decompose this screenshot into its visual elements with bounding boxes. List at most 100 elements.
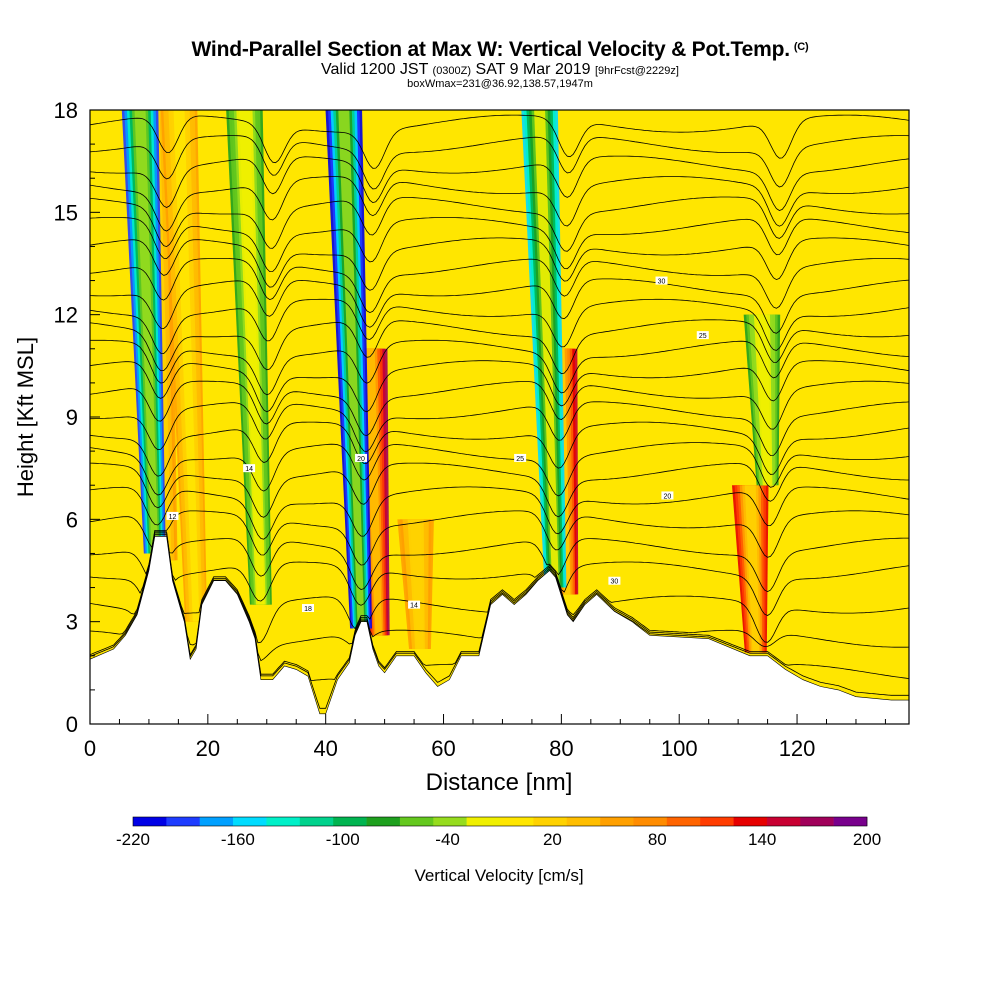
theta-contour [90,217,909,273]
colorbar-swatch [500,817,534,826]
theta-label-text: 20 [664,493,672,500]
colorbar-swatch [600,817,634,826]
theta-label-text: 30 [610,579,618,586]
colorbar-swatch [800,817,834,826]
copyright-mark: (C) [793,41,809,53]
colorbar-swatch [299,817,334,826]
y-tick-label: 9 [66,405,78,430]
x-tick-label: 0 [84,736,96,761]
colorbar-swatch [566,817,601,826]
colorbar-swatch [266,817,301,826]
theta-label: 25 [696,331,709,340]
colorbar-tick-label: -220 [116,830,150,849]
theta-contour [90,510,909,566]
subtitle-date: SAT 9 Mar 2019 [475,61,591,78]
colorbar-tick-label: -100 [326,830,360,849]
theta-contour [90,319,909,375]
colorbar-swatch [766,817,801,826]
colorbar-swatch [633,817,668,826]
theta-label-bg [302,604,315,613]
theta-label-bg [661,491,674,500]
chart-title-text: Wind-Parallel Section at Max W: Vertical… [191,38,791,61]
colorbar-label: Vertical Velocity [cm/s] [414,866,583,885]
theta-label-bg [408,600,421,609]
theta-label: 20 [355,453,368,463]
theta-contour [90,278,909,334]
y-tick-label: 6 [66,507,78,532]
theta-label-bg [655,276,668,285]
colorbar-swatch [166,817,201,826]
theta-contour [90,258,909,314]
theta-label-text: 14 [245,466,253,473]
theta-label-text: 18 [304,606,312,613]
updraft-core [363,348,383,636]
x-tick-label: 60 [431,736,455,761]
theta-label-text: 14 [410,603,418,610]
y-axis: 0 3 6 9 12 15 18 [54,98,100,737]
y-tick-label: 15 [54,200,78,225]
colorbar-swatch [666,817,701,826]
chart-title: Wind-Parallel Section at Max W: Vertical… [0,38,1000,62]
colorbar-swatch [333,817,367,826]
theta-label: 18 [302,604,315,613]
theta-label-text: 20 [357,456,365,463]
theta-contour [90,155,909,211]
theta-contour [90,532,909,616]
theta-label-bg [696,331,709,340]
y-tick-label: 12 [54,303,78,328]
colorbar-frame [132,816,868,827]
colorbar-swatch [700,817,734,826]
downdraft-core [238,110,265,605]
theta-contour [90,531,909,593]
theta-contour [90,486,909,540]
theta-label-bg [355,453,368,462]
colorbar-swatch [366,817,401,826]
colorbar-swatch [233,817,267,826]
theta-label: 25 [514,453,527,463]
updraft-core [173,110,200,622]
downdraft-core [756,314,771,486]
terrain-profile [89,536,910,725]
theta-label-text: 25 [516,456,524,463]
theta-contour [90,537,909,681]
theta-label-bg [514,453,527,462]
theta-contour [90,237,909,291]
x-tick-label: 80 [549,736,573,761]
theta-label: 14 [408,600,421,610]
colorbar-swatch [833,817,868,826]
colorbar-tick-label: 80 [648,830,667,849]
colorbar-tick-label: 20 [543,830,562,849]
subtitle-utc: (0300Z) [432,65,472,77]
colorbar-tick-label: -40 [435,830,460,849]
colorbar-swatch [433,817,467,826]
x-tick-label: 100 [661,736,698,761]
theta-label-text: 30 [658,279,666,286]
theta-contour [90,196,909,252]
theta-contour [90,135,909,190]
theta-contour [90,462,909,518]
subtitle-valid: Valid 1200 JST [321,61,429,78]
theta-label-bg [243,464,256,473]
theta-label: 30 [655,276,668,286]
x-tick-label: 20 [196,736,220,761]
x-axis-label: Distance [nm] [426,769,573,796]
colorbar-tick-label: 200 [853,830,881,849]
subtitle-forecast: [9hrFcst@2229z] [595,65,679,77]
updraft-core [410,519,424,649]
colorbar: -220 -160 -100 -40 20 80 140 200 [116,816,881,849]
theta-label-bg [608,576,621,585]
theta-contour [90,421,909,477]
theta-contour [90,442,909,497]
colorbar-tick-label: 140 [748,830,776,849]
x-axis: 0 20 40 60 80 100 120 [84,714,886,761]
theta-contours [90,114,909,709]
theta-contour [90,401,909,456]
theta-contour [90,176,909,232]
x-tick-label: 40 [313,736,337,761]
theta-label: 14 [243,464,256,473]
y-tick-label: 3 [66,610,78,635]
theta-label-text: 25 [699,333,707,340]
x-tick-label: 120 [779,736,816,761]
theta-label-bg [166,511,179,520]
